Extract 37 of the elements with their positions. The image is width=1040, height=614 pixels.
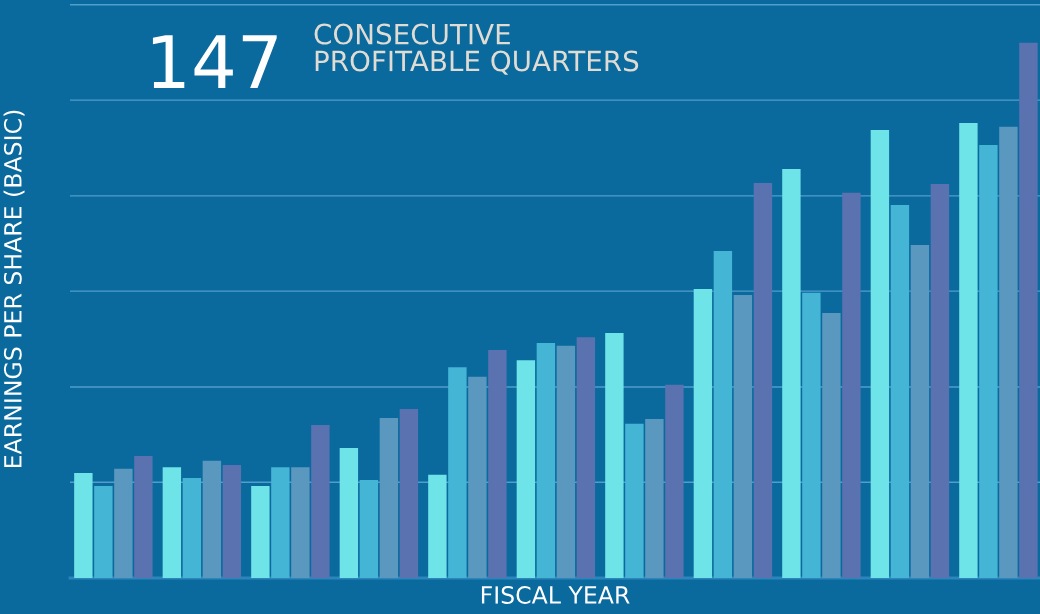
bar <box>605 332 624 578</box>
bar <box>802 292 821 578</box>
bar <box>182 477 202 578</box>
chart-title: 147 <box>152 35 277 88</box>
bar <box>625 423 644 578</box>
bar <box>1019 42 1038 578</box>
bar <box>271 467 290 578</box>
bar <box>782 169 801 578</box>
bar <box>713 251 733 578</box>
bar <box>251 485 270 578</box>
bar <box>536 343 556 578</box>
bar <box>311 424 330 578</box>
y-axis-title: EARNINGS PER SHARE (BASIC) <box>3 110 25 467</box>
bar <box>890 204 910 578</box>
bar <box>959 123 978 578</box>
bar <box>339 447 359 578</box>
bar <box>576 337 596 578</box>
bar <box>448 367 467 578</box>
bar <box>665 384 684 578</box>
bar <box>222 465 242 578</box>
bar <box>74 473 93 578</box>
chart-subtitle: CONSECUTIVE PROFITABLE QUARTERS <box>314 23 639 75</box>
bar <box>753 183 773 578</box>
bar <box>870 130 890 578</box>
bar <box>516 360 536 578</box>
bar <box>488 350 507 578</box>
bar <box>979 145 998 578</box>
bar <box>162 467 182 578</box>
x-axis-title: FISCAL YEAR <box>481 586 630 604</box>
bar <box>693 289 713 578</box>
bar <box>134 455 153 578</box>
bar <box>842 192 861 578</box>
bar <box>399 408 419 578</box>
bar <box>428 474 447 578</box>
bar <box>94 485 113 578</box>
bar <box>359 480 379 578</box>
bar <box>930 184 950 578</box>
